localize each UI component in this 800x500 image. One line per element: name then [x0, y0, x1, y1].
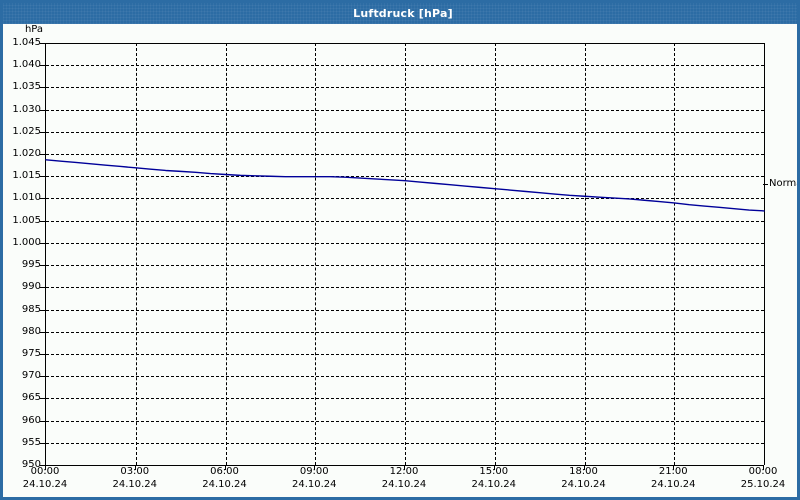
- x-axis-tick-mark: [673, 465, 675, 470]
- y-axis-tick-label: 1.020: [12, 148, 41, 160]
- x-axis-tick-label: 03:00 24.10.24: [75, 465, 195, 491]
- y-axis-tick-mark: [40, 287, 45, 289]
- x-axis-tick-label: 12:00 24.10.24: [344, 465, 464, 491]
- x-axis-tick-time: 09:00: [299, 466, 329, 477]
- y-axis-tick-label: 1.040: [12, 59, 41, 71]
- x-axis-labels: 00:00 24.10.24 03:00 24.10.24 06:00 24.10.24 0…: [3, 465, 797, 497]
- x-axis-tick-time: 00:00: [748, 466, 778, 477]
- x-axis-tick-label: 18:00 24.10.24: [524, 465, 644, 491]
- series-line-luftdruck: [45, 159, 765, 212]
- x-axis-tick-mark: [404, 465, 405, 470]
- x-axis-tick-time: 21:00: [658, 466, 688, 477]
- x-axis-tick-mark: [314, 465, 316, 470]
- x-axis-tick-time: 06:00: [210, 466, 239, 477]
- y-axis-tick-mark: [40, 109, 45, 111]
- x-axis-tick-date: 24.10.24: [291, 479, 337, 490]
- y-axis-tick-label: 1.025: [12, 125, 41, 137]
- y-axis-tick-mark: [40, 331, 45, 333]
- x-axis-tick-label: 00:00 24.10.24: [3, 465, 105, 491]
- y-axis-tick-mark: [40, 176, 45, 178]
- y-axis-tick-label: 985: [21, 303, 41, 315]
- x-axis-tick-label: 09:00 24.10.24: [254, 465, 374, 491]
- x-axis-tick-mark: [583, 465, 585, 470]
- y-axis-tick-mark: [40, 131, 45, 133]
- y-axis-tick-mark: [40, 87, 45, 89]
- x-axis-tick-time: 15:00: [479, 466, 509, 477]
- gridline-vertical: [225, 43, 227, 465]
- y-axis-tick-mark: [40, 376, 45, 378]
- y-axis-tick-mark: [40, 43, 45, 44]
- x-axis-tick-time: 18:00: [569, 466, 598, 477]
- gridline-vertical: [135, 43, 137, 465]
- chart-area: hPa 1.045 1.040 1.035 1.030 1.025 1.020 1.015 1…: [3, 24, 797, 497]
- y-axis-tick-label: 1.030: [12, 103, 41, 115]
- window-title-bar: Luftdruck [hPa]: [3, 3, 797, 24]
- y-axis-tick-mark: [40, 398, 45, 400]
- y-axis-tick-label: 1.015: [12, 170, 41, 182]
- gridline-vertical: [584, 43, 586, 465]
- y-axis-labels: 1.045 1.040 1.035 1.030 1.025 1.020 1.015 1.010…: [3, 38, 45, 470]
- x-axis-tick-date: 24.10.24: [22, 479, 68, 490]
- page-title: Luftdruck [hPa]: [353, 7, 453, 20]
- y-axis-tick-mark: [40, 420, 45, 422]
- y-axis-tick-mark: [40, 465, 45, 466]
- y-axis-tick-label: 1.045: [12, 37, 41, 48]
- gridline-vertical: [315, 43, 317, 465]
- y-axis-tick-mark: [40, 154, 45, 156]
- y-axis-tick-mark: [40, 265, 45, 267]
- x-axis-tick-mark: [493, 465, 495, 470]
- y-axis-tick-label: 980: [21, 325, 41, 337]
- x-axis-tick-mark: [224, 465, 226, 470]
- x-axis-tick-mark: [763, 465, 764, 470]
- y-axis-tick-label: 950: [21, 459, 41, 470]
- gridline-vertical: [405, 43, 406, 465]
- y-axis-tick-label: 965: [21, 392, 41, 404]
- y-axis-tick-label: 970: [21, 370, 41, 382]
- y-axis-tick-mark: [40, 442, 45, 444]
- y-axis-unit-label: hPa: [24, 24, 43, 35]
- y-axis-tick-mark: [40, 309, 45, 311]
- y-axis-tick-mark: [40, 220, 45, 222]
- x-axis-tick-date: 24.10.24: [561, 479, 606, 490]
- y-axis-tick-label: 960: [21, 414, 41, 426]
- y-axis-tick-label: 1.000: [12, 236, 41, 248]
- x-axis-tick-date: 24.10.24: [381, 479, 427, 490]
- y-axis-tick-mark: [40, 198, 45, 200]
- x-axis-tick-date: 25.10.24: [740, 479, 786, 490]
- x-axis-tick-date: 24.10.24: [471, 479, 517, 490]
- plot-area: [45, 43, 765, 466]
- x-axis-tick-mark: [45, 465, 46, 470]
- x-axis-tick-label: 06:00 24.10.24: [165, 465, 285, 491]
- x-axis-tick-date: 24.10.24: [112, 479, 158, 490]
- x-axis-tick-time: 03:00: [120, 466, 150, 477]
- y-axis-tick-label: 975: [21, 347, 41, 359]
- y-axis-tick-label: 990: [21, 281, 41, 293]
- y-axis-tick-mark: [40, 353, 45, 355]
- x-axis-tick-label: 00:00 25.10.24: [703, 465, 797, 491]
- x-axis-tick-label: 21:00 24.10.24: [613, 465, 733, 491]
- x-axis-tick-time: 00:00: [30, 466, 60, 477]
- y-axis-tick-label: 1.010: [12, 192, 41, 204]
- x-axis-tick-date: 24.10.24: [202, 479, 247, 490]
- y-axis-tick-label: 1.005: [12, 214, 41, 226]
- y-axis-tick-mark: [40, 65, 45, 67]
- x-axis-tick-time: 12:00: [389, 466, 419, 477]
- y-axis-tick-label: 995: [21, 259, 41, 271]
- plot-right-border: [764, 43, 765, 465]
- normal-reference-tick: [763, 184, 768, 186]
- x-axis-tick-label: 15:00 24.10.24: [434, 465, 554, 491]
- normal-reference-label: Normal: [769, 178, 797, 190]
- x-axis-tick-date: 24.10.24: [650, 479, 696, 490]
- gridline-vertical: [674, 43, 676, 465]
- gridline-vertical: [494, 43, 496, 465]
- x-axis-tick-mark: [134, 465, 136, 470]
- y-axis-tick-label: 1.035: [12, 81, 41, 93]
- y-axis-tick-label: 955: [21, 436, 41, 448]
- y-axis-tick-mark: [40, 242, 45, 244]
- plot-inner: [45, 43, 765, 465]
